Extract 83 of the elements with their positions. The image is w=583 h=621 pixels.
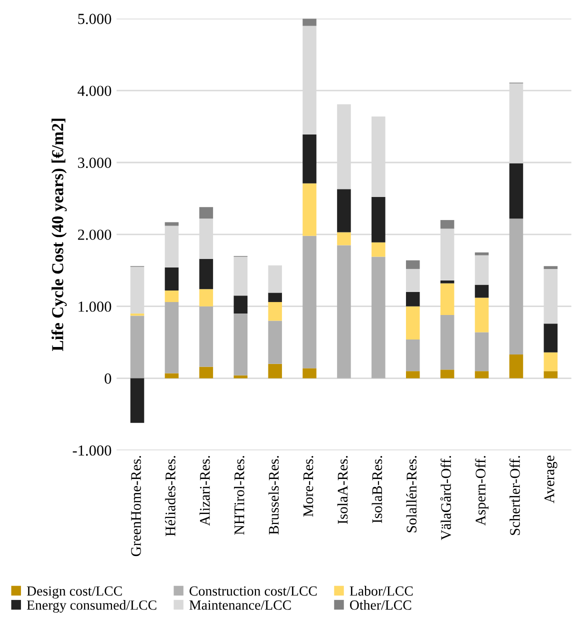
bar (130, 316, 144, 378)
bar (164, 222, 179, 226)
bar (544, 324, 558, 352)
x-tick-label: VälaGård-Off. (440, 456, 452, 540)
y-tick-label: 4.000 (78, 86, 112, 96)
bar (164, 290, 179, 302)
x-tick-label: Schertler-Off. (509, 456, 520, 535)
bar (199, 306, 214, 367)
bar (440, 283, 454, 315)
legend-label: Labor/LCC (350, 586, 413, 596)
bar (199, 366, 214, 378)
bar (234, 314, 248, 376)
x-tick-label: More-Res. (303, 456, 314, 517)
bar (440, 314, 454, 370)
bar (337, 245, 351, 378)
bar (406, 260, 420, 269)
y-tick-label: -1.000 (72, 445, 112, 456)
y-tick-label: 1.000 (78, 302, 112, 312)
x-tick-label: GreenHome-Res. (131, 456, 141, 556)
bar (474, 371, 489, 378)
bar (302, 236, 316, 368)
bar (268, 302, 282, 321)
bar (234, 256, 248, 296)
x-tick-label: Héliades-Res. (165, 456, 176, 536)
bar (164, 373, 179, 378)
x-tick-label: Average (544, 456, 558, 504)
legend-label: Construction cost/LCC (190, 586, 317, 596)
bar (199, 258, 214, 290)
bar (509, 163, 524, 219)
bar (406, 268, 420, 292)
bar (302, 18, 316, 26)
bar (372, 256, 386, 378)
bar (164, 268, 179, 291)
bar (130, 378, 144, 423)
bar (234, 375, 248, 378)
bar (337, 232, 351, 246)
x-tick-label: IsolaB-Res. (372, 456, 382, 524)
bar (234, 296, 248, 314)
bar (268, 364, 282, 378)
x-tick-label: NHTirol-Res. (234, 456, 244, 535)
x-tick-label: IsolaA-Res. (337, 456, 348, 524)
bar (474, 298, 489, 332)
bar (199, 289, 214, 306)
bar (302, 134, 316, 184)
bar (406, 292, 420, 306)
x-tick-label: Solallén-Res. (406, 456, 417, 532)
bar (544, 266, 558, 269)
y-tick-label: 0 (104, 373, 112, 384)
y-tick-label: 2.000 (78, 230, 112, 240)
bar (474, 255, 489, 285)
bar (406, 339, 420, 372)
bar (268, 292, 282, 302)
legend-label: Other/LCC (350, 600, 412, 610)
bar (372, 197, 386, 242)
bar (474, 284, 489, 298)
x-tick-label: Aspern-Off. (475, 456, 488, 526)
bar (474, 252, 489, 256)
bar (302, 368, 316, 378)
bar (440, 370, 454, 378)
bar (164, 302, 179, 374)
x-tick-label: Alizari-Res. (200, 456, 210, 526)
bar (406, 306, 420, 340)
bar (474, 332, 489, 372)
bar (406, 371, 420, 378)
y-tick-label: 5.000 (78, 14, 112, 24)
bar (268, 320, 282, 364)
legend-label: Maintenance/LCC (189, 600, 291, 610)
legend-label: Energy consumed/LCC (26, 600, 156, 613)
bar (199, 207, 214, 219)
bar (440, 280, 454, 284)
bar (302, 183, 316, 236)
bar (509, 354, 524, 378)
y-tick-label: 3.000 (78, 158, 112, 168)
legend-label: Design cost/LCC (26, 586, 122, 599)
y-axis-title: Life Cycle Cost (40 years) [€/m2] (51, 118, 67, 352)
bar (509, 218, 524, 355)
bar (440, 220, 454, 229)
bar (337, 189, 351, 232)
bar (372, 242, 386, 257)
bar (544, 352, 558, 372)
x-tick-label: Brussels-Res. (268, 456, 279, 534)
bar (268, 265, 282, 293)
bar (544, 371, 558, 378)
